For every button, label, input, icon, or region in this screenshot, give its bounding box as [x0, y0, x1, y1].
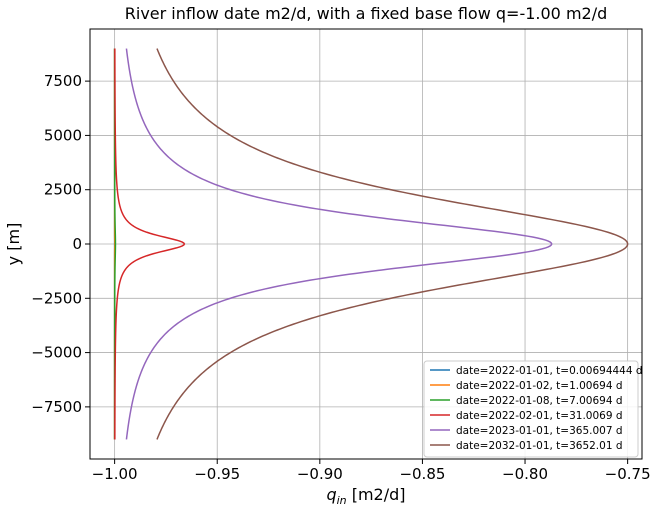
- legend-label: date=2022-01-08, t=7.00694 d: [456, 395, 623, 407]
- y-axis-label: y [m]: [4, 223, 23, 266]
- x-tick-label: −1.00: [92, 465, 138, 483]
- chart-title: River inflow date m2/d, with a fixed bas…: [125, 4, 608, 23]
- x-axis-label-base: q: [326, 485, 336, 504]
- series-line-5: [125, 48, 553, 440]
- x-tick-label: −0.80: [502, 465, 548, 483]
- y-tick-label: 2500: [44, 181, 82, 199]
- x-tick-label: −0.75: [605, 465, 651, 483]
- legend-label: date=2022-01-01, t=0.00694444 d: [456, 365, 643, 377]
- legend-label: date=2023-01-01, t=365.007 d: [456, 425, 623, 437]
- legend-label: date=2022-01-02, t=1.00694 d: [456, 380, 623, 392]
- series-layer: [113, 48, 629, 440]
- x-tick-label: −0.95: [194, 465, 240, 483]
- y-tick-label: −7500: [31, 398, 82, 416]
- x-axis-label-unit: [m2/d]: [347, 485, 406, 504]
- legend-label: date=2022-02-01, t=31.0069 d: [456, 410, 623, 422]
- legend-label: date=2032-01-01, t=3652.01 d: [456, 440, 623, 452]
- legend: date=2022-01-01, t=0.00694444 d date=2022…: [423, 360, 643, 458]
- x-axis-label-sub: in: [337, 494, 347, 507]
- y-tick-label: 5000: [44, 126, 82, 144]
- series-line-4: [114, 48, 186, 440]
- legend-box: [423, 360, 639, 458]
- y-tick-label: 0: [72, 235, 82, 253]
- ticks: −1.00 −0.95 −0.90 −0.85 −0.80 −0.75 7500 5000 25…: [31, 72, 650, 483]
- y-tick-label: −2500: [31, 289, 82, 307]
- x-tick-label: −0.90: [297, 465, 343, 483]
- series-line-6: [156, 48, 629, 440]
- x-axis-label: qin [m2/d]: [326, 485, 405, 507]
- y-tick-label: 7500: [44, 72, 82, 90]
- x-tick-label: −0.85: [399, 465, 445, 483]
- y-tick-label: −5000: [31, 344, 82, 362]
